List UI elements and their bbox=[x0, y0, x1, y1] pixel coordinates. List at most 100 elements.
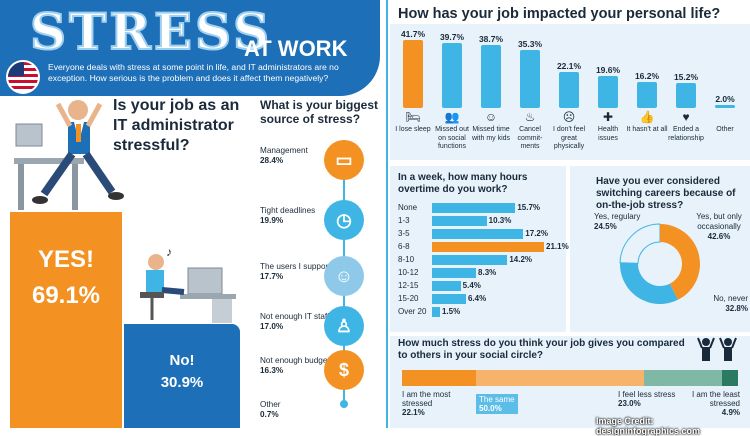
impact-value: 16.2% bbox=[634, 70, 660, 81]
compare-segment bbox=[476, 370, 645, 386]
compare-segment bbox=[402, 370, 477, 386]
impact-value: 41.7% bbox=[400, 29, 426, 39]
compare-label: The same bbox=[479, 395, 515, 404]
no-value: 30.9% bbox=[160, 374, 204, 391]
source-item: The users I support 17.7% bbox=[260, 262, 338, 282]
overtime-value: 8.3% bbox=[478, 268, 497, 277]
career-value: 42.6% bbox=[707, 232, 731, 241]
no-label: No! bbox=[169, 352, 195, 369]
no-bar bbox=[124, 324, 240, 428]
compare-item: I am the least stressed 4.9% bbox=[686, 390, 740, 417]
cake-icon: ♨ bbox=[524, 110, 536, 124]
overtime-label: 1-3 bbox=[398, 216, 410, 225]
overtime-bar bbox=[432, 294, 466, 304]
impact-bar bbox=[442, 43, 462, 108]
impact-label: Missed time with my kids bbox=[471, 126, 511, 142]
career-donut-slice bbox=[619, 223, 661, 264]
career-label-text: Yes, regulary bbox=[594, 212, 641, 221]
source-value: 16.3% bbox=[260, 366, 284, 375]
compare-value: 50.0% bbox=[479, 404, 502, 413]
money-bag-icon: $ bbox=[324, 350, 364, 390]
dot-icon bbox=[340, 400, 348, 408]
source-question: What is your biggest source of stress? bbox=[260, 98, 379, 126]
compare-value: 22.1% bbox=[402, 408, 425, 417]
page-title: STRESS bbox=[29, 1, 273, 62]
compare-label: I am the most stressed bbox=[402, 390, 451, 408]
source-item: Not enough budget 16.3% bbox=[260, 356, 338, 376]
impact-value: 35.3% bbox=[517, 39, 543, 50]
source-item: Management 28.4% bbox=[260, 146, 338, 166]
compare-item: I am the most stressed 22.1% bbox=[402, 390, 472, 417]
source-item: Not enough IT staff 17.0% bbox=[260, 312, 338, 332]
career-donut-chart bbox=[619, 223, 700, 304]
laptop-icon: ▭ bbox=[324, 140, 364, 180]
clock-icon: ◷ bbox=[324, 200, 364, 240]
yes-bar bbox=[10, 212, 122, 428]
overtime-label: 8-10 bbox=[398, 255, 415, 264]
impact-label: Health issues bbox=[597, 126, 619, 142]
career-question: Have you ever considered switching caree… bbox=[596, 176, 736, 211]
overtime-value: 5.4% bbox=[462, 281, 481, 290]
source-value: 0.7% bbox=[260, 410, 279, 419]
impact-value: 22.1% bbox=[556, 60, 582, 71]
impact-bar bbox=[715, 104, 735, 108]
overtime-value: 21.1% bbox=[546, 242, 569, 251]
career-panel bbox=[570, 166, 750, 332]
stressed-worker-illustration bbox=[14, 100, 124, 210]
header-banner bbox=[0, 0, 380, 96]
overtime-value: 14.2% bbox=[509, 255, 533, 264]
impact-value: 19.6% bbox=[595, 65, 621, 76]
impact-bar bbox=[559, 71, 579, 108]
career-value: 32.8% bbox=[725, 304, 748, 313]
overtime-bar bbox=[432, 255, 508, 265]
overtime-bar bbox=[432, 268, 477, 278]
overtime-label: 6-8 bbox=[398, 242, 410, 251]
career-label-regular: Yes, regulary 24.5% bbox=[594, 212, 644, 232]
career-label-text: Yes, but only occasionally bbox=[696, 212, 742, 231]
compare-item: I feel less stress 23.0% bbox=[618, 390, 688, 408]
impact-label: Other bbox=[716, 126, 734, 133]
source-value: 17.0% bbox=[260, 322, 284, 331]
source-label: Other bbox=[260, 400, 281, 409]
source-value: 28.4% bbox=[260, 156, 284, 165]
impact-label: Ended a relationship bbox=[668, 126, 704, 142]
child-icon: ☺ bbox=[484, 110, 498, 124]
overtime-label: None bbox=[398, 203, 418, 212]
source-label: Not enough budget bbox=[260, 356, 330, 365]
thumbs-up-icon: 👍 bbox=[639, 110, 655, 124]
source-label: Management bbox=[260, 146, 308, 155]
overtime-bar bbox=[432, 203, 516, 213]
users-icon: ☺ bbox=[324, 256, 364, 296]
overtime-question: In a week, how many hours overtime do yo… bbox=[398, 172, 528, 195]
impact-bar bbox=[676, 83, 696, 108]
compare-segment bbox=[644, 370, 722, 386]
overtime-value: 10.3% bbox=[488, 216, 512, 225]
overtime-bar bbox=[432, 216, 487, 226]
impact-value: 2.0% bbox=[715, 93, 735, 104]
yes-label: YES! bbox=[37, 246, 94, 273]
broken-heart-icon: ♥ bbox=[682, 110, 690, 124]
career-value: 24.5% bbox=[594, 222, 617, 231]
overtime-label: 3-5 bbox=[398, 229, 410, 238]
impact-bar bbox=[637, 81, 657, 108]
impact-label: I don't feel great physically bbox=[552, 126, 586, 150]
career-donut-slice bbox=[660, 224, 700, 300]
header-subtitle: Everyone deals with stress at some point… bbox=[48, 62, 339, 83]
impact-bar bbox=[598, 76, 618, 108]
image-credit: Image Credit: designinfographics.com bbox=[596, 416, 701, 436]
relaxed-worker-illustration: ♪ bbox=[140, 246, 236, 323]
compare-value: 4.9% bbox=[721, 408, 740, 417]
source-item: Tight deadlines 19.9% bbox=[260, 206, 338, 226]
stressful-question: Is your job as an IT administrator stres… bbox=[113, 97, 240, 154]
career-label-never: No, never 32.8% bbox=[708, 294, 748, 314]
overtime-label: 12-15 bbox=[398, 281, 419, 290]
source-value: 17.7% bbox=[260, 272, 284, 281]
impact-bar bbox=[481, 44, 501, 108]
compare-question: How much stress do you think your job gi… bbox=[398, 338, 685, 361]
overtime-bar bbox=[432, 242, 544, 252]
impact-bar bbox=[403, 40, 423, 108]
overtime-label: Over 20 bbox=[398, 307, 427, 316]
impact-label: Cancel commit-ments bbox=[517, 126, 543, 150]
source-item: Other 0.7% bbox=[260, 400, 338, 420]
overtime-label: 10-12 bbox=[398, 268, 419, 277]
